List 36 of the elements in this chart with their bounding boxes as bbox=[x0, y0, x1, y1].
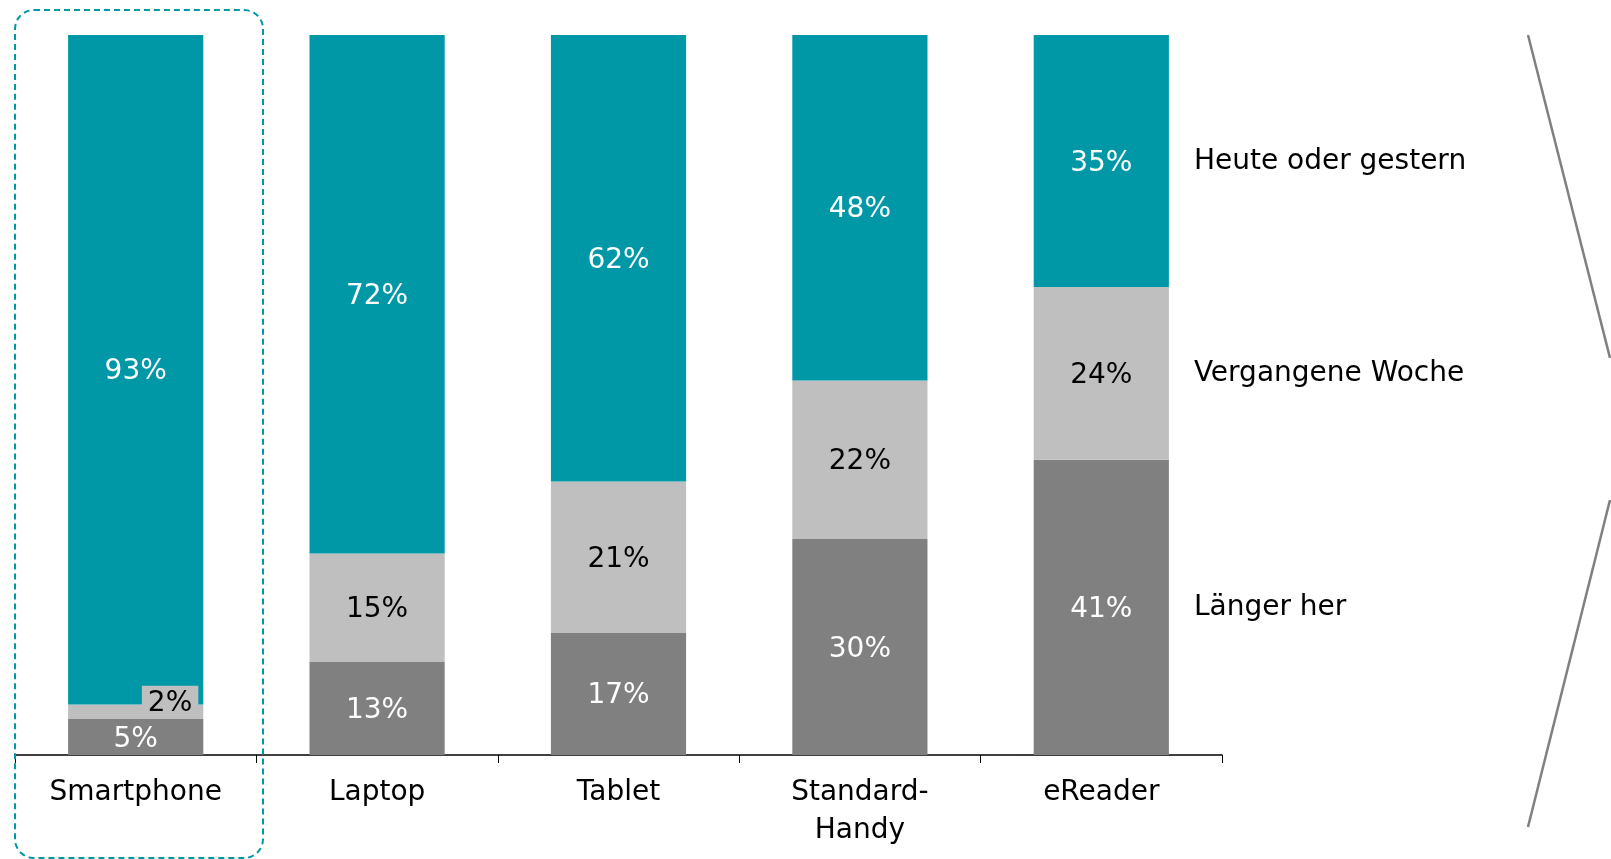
bar bbox=[68, 719, 204, 755]
series-label: Vergangene Woche bbox=[1193, 354, 1465, 388]
x-tick-label: Laptop bbox=[328, 773, 426, 807]
data-label: 17% bbox=[587, 677, 650, 711]
x-tick-label: Tablet bbox=[575, 773, 661, 807]
bar bbox=[550, 35, 687, 482]
bar bbox=[1033, 287, 1169, 460]
bar bbox=[792, 539, 928, 755]
data-label: 41% bbox=[1070, 590, 1133, 624]
data-label: 21% bbox=[587, 540, 650, 574]
x-tick-label: eReader bbox=[1043, 773, 1160, 807]
bar bbox=[1033, 459, 1169, 755]
data-label: 30% bbox=[828, 630, 892, 664]
data-label: 5% bbox=[113, 720, 158, 754]
x-tick-label: Smartphone bbox=[49, 773, 222, 807]
bar bbox=[309, 661, 445, 755]
data-label: 2% bbox=[147, 685, 193, 719]
data-label: 24% bbox=[1070, 356, 1133, 390]
data-label: 72% bbox=[345, 277, 409, 311]
bar bbox=[792, 35, 928, 381]
data-label: 15% bbox=[345, 590, 409, 624]
data-label: 22% bbox=[828, 443, 892, 477]
bar bbox=[550, 481, 687, 633]
series-label: Heute oder gestern bbox=[1193, 142, 1467, 176]
bar bbox=[550, 632, 687, 755]
bar bbox=[792, 380, 928, 539]
bar bbox=[309, 35, 445, 554]
x-tick-label: Standard- Handy bbox=[791, 773, 929, 845]
data-label: 62% bbox=[587, 241, 650, 275]
bar bbox=[1033, 35, 1169, 287]
data-label: 35% bbox=[1070, 144, 1133, 178]
data-label: 93% bbox=[104, 353, 167, 387]
bar bbox=[309, 553, 445, 662]
data-label: 48% bbox=[828, 191, 892, 225]
data-label: 13% bbox=[345, 691, 409, 725]
series-label: Länger her bbox=[1193, 588, 1347, 622]
